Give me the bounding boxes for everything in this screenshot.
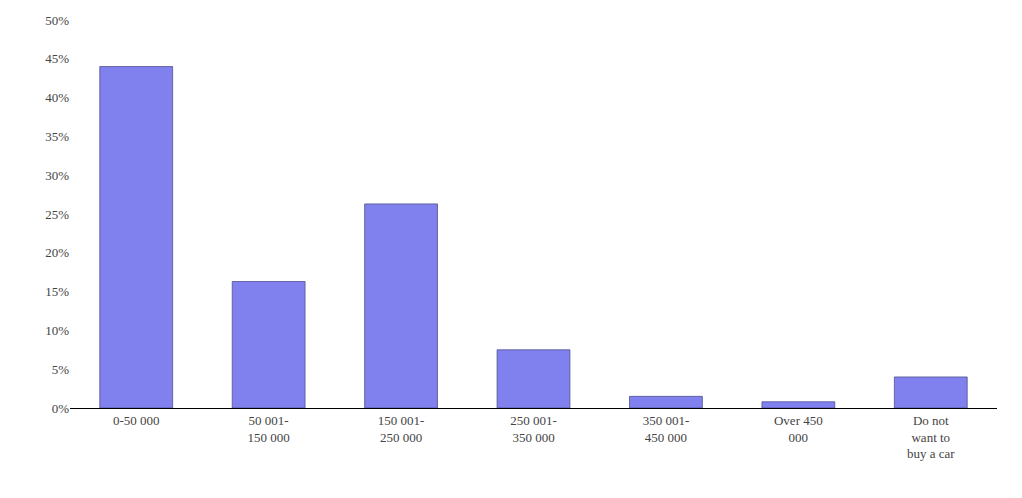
svg-text:250 001-350 000: 250 001-350 000 [510,413,557,445]
svg-text:0-50 000: 0-50 000 [113,413,160,428]
svg-text:Do notwant tobuy a car: Do notwant tobuy a car [907,413,955,462]
svg-text:15%: 15% [45,284,69,299]
svg-text:50%: 50% [45,13,69,28]
svg-text:20%: 20% [45,245,69,260]
svg-text:0%: 0% [52,401,70,416]
svg-text:25%: 25% [45,207,69,222]
svg-text:150 001-250 000: 150 001-250 000 [378,413,425,445]
svg-text:50 001-150 000: 50 001-150 000 [248,413,290,445]
svg-text:35%: 35% [45,129,69,144]
svg-text:350 001-450 000: 350 001-450 000 [643,413,690,445]
svg-text:Over 450000: Over 450000 [774,413,823,445]
svg-text:45%: 45% [45,51,69,66]
svg-text:40%: 40% [45,90,69,105]
svg-text:5%: 5% [52,362,70,377]
svg-text:30%: 30% [45,168,69,183]
svg-text:10%: 10% [45,323,69,338]
